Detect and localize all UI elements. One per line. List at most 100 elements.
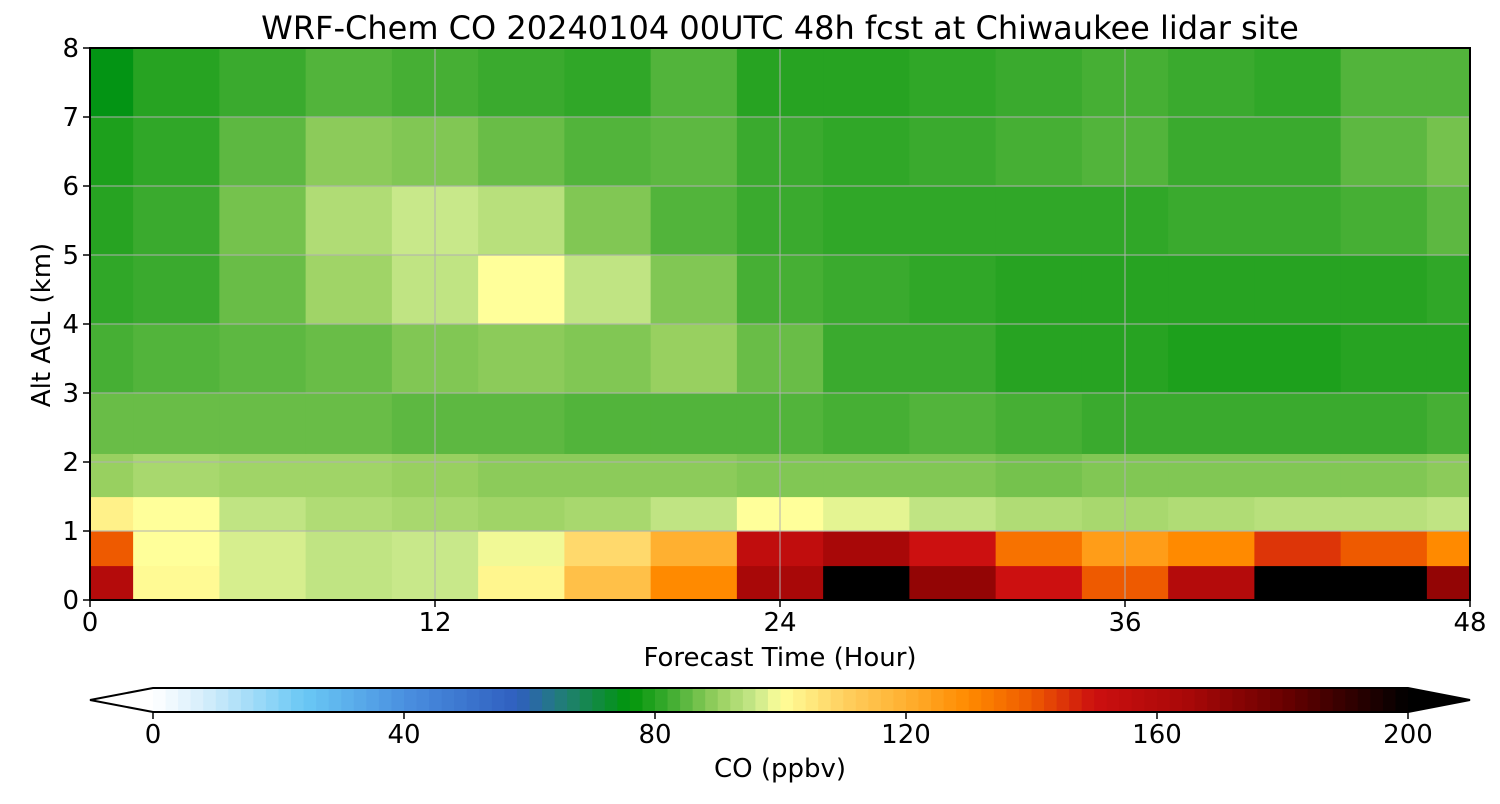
heatmap-cell	[995, 186, 1083, 256]
colorbar-segment	[793, 688, 807, 712]
heatmap-cell	[219, 117, 307, 187]
heatmap-cell	[650, 324, 738, 394]
colorbar-tick-label: 160	[1132, 720, 1182, 750]
heatmap-cell	[909, 565, 997, 601]
heatmap-cell	[1340, 186, 1428, 256]
heatmap-cell	[995, 565, 1083, 601]
heatmap-cell	[90, 117, 134, 187]
heatmap-cell	[1426, 324, 1471, 394]
colorbar-segment	[1282, 688, 1296, 712]
heatmap-cell	[1168, 255, 1255, 325]
heatmap-cell	[650, 48, 738, 118]
y-tick-label: 2	[62, 448, 79, 478]
heatmap-cell	[219, 393, 307, 454]
heatmap-cell	[823, 453, 910, 498]
heatmap-cell	[909, 255, 997, 325]
heatmap-cell	[1254, 117, 1342, 187]
colorbar-segment	[516, 688, 531, 712]
heatmap-cell	[90, 48, 134, 118]
heatmap-cell	[823, 565, 910, 601]
heatmap-cell	[564, 531, 652, 567]
heatmap-cell	[995, 393, 1083, 454]
heatmap-cell	[564, 453, 652, 498]
heatmap-cell	[995, 48, 1083, 118]
heatmap-cell	[133, 565, 220, 601]
colorbar-segment	[1332, 688, 1346, 712]
colorbar-segment	[1219, 688, 1233, 712]
heatmap-cell	[90, 496, 134, 532]
colorbar-segment	[454, 688, 468, 712]
colorbar-segment	[604, 688, 618, 712]
colorbar-segment	[1357, 688, 1371, 712]
colorbar-segment	[429, 688, 443, 712]
heatmap-cell	[823, 324, 910, 394]
heatmap-cell	[133, 324, 220, 394]
colorbar-segment	[240, 688, 254, 712]
heatmap-cell	[909, 496, 997, 532]
colorbar-segment	[1081, 688, 1095, 712]
colorbar-segment	[316, 688, 330, 712]
heatmap-cell	[133, 453, 220, 498]
heatmap-cell	[1254, 453, 1342, 498]
colorbar-segment	[190, 688, 204, 712]
x-tick-label: 36	[1108, 608, 1141, 638]
colorbar-segment	[918, 688, 932, 712]
x-tick-label: 48	[1453, 608, 1486, 638]
heatmap-cell	[1426, 565, 1471, 601]
colorbar-segment	[893, 688, 907, 712]
colorbar-segment	[416, 688, 430, 712]
heatmap-cell	[650, 531, 738, 567]
colorbar-segment	[265, 688, 280, 712]
heatmap-cells	[90, 48, 1471, 601]
colorbar-segment	[579, 688, 593, 712]
heatmap-cell	[1254, 565, 1342, 601]
y-tick-label: 8	[62, 34, 79, 64]
heatmap-cell	[1426, 453, 1471, 498]
colorbar-segment	[153, 688, 167, 712]
heatmap-cell	[564, 48, 652, 118]
colorbar-segment	[1382, 688, 1397, 712]
heatmap-cell	[1254, 393, 1342, 454]
x-tick-label: 24	[763, 608, 796, 638]
colorbar-segment	[378, 688, 393, 712]
y-tick-label: 7	[62, 103, 79, 133]
heatmap-cell	[1426, 117, 1471, 187]
heatmap-cell	[1168, 531, 1255, 567]
colorbar-segment	[504, 688, 518, 712]
colorbar-segment	[868, 688, 882, 712]
heatmap-cell	[219, 531, 307, 567]
heatmap-cell	[219, 324, 307, 394]
colorbar-segment	[567, 688, 581, 712]
colorbar-segment	[655, 688, 669, 712]
heatmap-cell	[650, 453, 738, 498]
colorbar-segment	[228, 688, 242, 712]
colorbar-segment	[629, 688, 644, 712]
colorbar-segment	[278, 688, 292, 712]
colorbar-tick-label: 120	[881, 720, 931, 750]
heatmap-cell	[1426, 531, 1471, 567]
heatmap-cell	[1340, 255, 1428, 325]
heatmap-cell	[909, 453, 997, 498]
colorbar-segment	[592, 688, 606, 712]
colorbar-segment	[667, 688, 681, 712]
colorbar-segment	[1169, 688, 1183, 712]
heatmap-cell	[1168, 565, 1255, 601]
colorbar-segment	[1182, 688, 1196, 712]
colorbar-segment	[692, 688, 706, 712]
colorbar-segment	[1106, 688, 1120, 712]
heatmap-cell	[478, 324, 565, 394]
colorbar-segment	[1006, 688, 1020, 712]
colorbar-segment	[1157, 688, 1171, 712]
colorbar-segment	[705, 688, 719, 712]
colorbar-label: CO (ppbv)	[714, 754, 846, 784]
colorbar-segment	[767, 688, 782, 712]
colorbar-segment	[1194, 688, 1208, 712]
colorbar-segment	[968, 688, 982, 712]
colorbar-segments	[153, 688, 1409, 712]
colorbar-segment	[780, 688, 794, 712]
colorbar-segment	[830, 688, 844, 712]
heatmap-cell	[1340, 531, 1428, 567]
heatmap-cell	[995, 453, 1083, 498]
colorbar-segment	[391, 688, 405, 712]
grid-lines	[90, 48, 1470, 600]
